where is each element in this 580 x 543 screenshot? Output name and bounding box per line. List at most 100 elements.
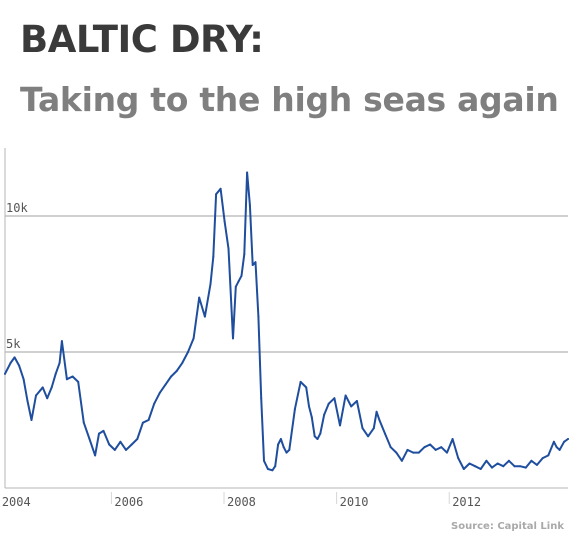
data-point xyxy=(536,463,538,466)
data-point xyxy=(361,427,364,430)
data-point xyxy=(60,340,63,343)
line-chart: 5k 10k 2004 2006 2008 2010 2012 xyxy=(2,148,569,509)
data-point xyxy=(446,451,448,454)
data-point xyxy=(215,193,218,196)
data-point xyxy=(344,394,347,397)
data-point xyxy=(327,402,330,405)
data-point xyxy=(308,405,310,408)
data-point xyxy=(254,261,257,264)
data-point xyxy=(384,432,386,435)
data-point xyxy=(555,446,558,449)
data-point xyxy=(567,438,569,440)
data-point xyxy=(412,451,415,454)
data-point xyxy=(26,400,29,402)
x-tick-label: 2008 xyxy=(227,495,256,509)
data-point xyxy=(98,432,100,435)
source-note: Source: Capital Link xyxy=(451,521,564,532)
data-point xyxy=(260,397,263,400)
data-point xyxy=(519,465,522,468)
data-point xyxy=(119,440,122,443)
data-point xyxy=(212,255,215,258)
data-point xyxy=(429,443,432,446)
data-point xyxy=(209,283,212,285)
x-tick-label: 2012 xyxy=(452,495,481,509)
data-point xyxy=(187,351,189,353)
data-point xyxy=(524,466,527,469)
data-point xyxy=(277,443,280,446)
data-point xyxy=(305,386,308,389)
data-point xyxy=(13,356,16,359)
data-point xyxy=(243,253,246,256)
data-point xyxy=(102,429,105,432)
data-point xyxy=(263,459,265,462)
data-point xyxy=(198,296,201,299)
data-point xyxy=(434,448,437,451)
data-point xyxy=(130,443,133,446)
data-point xyxy=(513,465,516,468)
data-point xyxy=(227,247,230,250)
chart-title: BALTIC DRY: xyxy=(20,18,264,61)
data-point xyxy=(65,378,68,381)
data-point xyxy=(82,421,85,424)
data-point xyxy=(257,315,260,318)
data-point xyxy=(54,372,57,375)
data-point xyxy=(479,468,482,470)
data-point xyxy=(485,459,488,462)
x-tick-label: 2006 xyxy=(114,495,143,509)
data-point xyxy=(246,171,249,174)
data-point xyxy=(462,468,465,470)
data-point xyxy=(333,397,336,400)
data-point xyxy=(274,465,277,468)
data-point xyxy=(323,413,326,416)
data-point xyxy=(248,204,251,207)
data-point xyxy=(141,421,144,424)
data-point xyxy=(58,361,61,364)
data-point xyxy=(232,337,234,340)
data-point xyxy=(237,280,240,283)
data-point xyxy=(271,469,274,472)
series xyxy=(4,171,569,472)
data-point xyxy=(316,438,319,440)
data-point xyxy=(71,375,74,378)
x-tick-label: 2004 xyxy=(2,495,31,509)
data-point xyxy=(339,424,341,427)
data-point xyxy=(175,370,178,372)
data-point xyxy=(108,443,111,446)
axes xyxy=(4,148,568,504)
data-point xyxy=(288,448,291,451)
data-point xyxy=(147,419,150,421)
data-point xyxy=(474,465,477,468)
data-point xyxy=(355,400,358,402)
chart-subtitle: Taking to the high seas again xyxy=(20,80,559,119)
data-point xyxy=(372,427,375,430)
x-tick-label: 2010 xyxy=(340,495,369,509)
data-point xyxy=(423,446,426,449)
data-point xyxy=(4,372,6,375)
data-point xyxy=(558,448,561,451)
data-point xyxy=(39,389,42,392)
data-point xyxy=(279,438,282,440)
data-point xyxy=(88,438,91,440)
data-point xyxy=(468,462,471,465)
data-point xyxy=(400,459,403,462)
data-point xyxy=(406,448,409,451)
data-point xyxy=(219,187,222,190)
data-point xyxy=(350,405,353,408)
y-tick-label: 5k xyxy=(6,337,21,351)
y-tick-label: 10k xyxy=(6,201,28,215)
data-point xyxy=(491,466,493,469)
data-point xyxy=(496,462,499,465)
data-point xyxy=(181,361,184,364)
data-point xyxy=(113,448,116,451)
data-point xyxy=(22,378,25,381)
data-point xyxy=(507,459,510,462)
series-line xyxy=(4,171,569,472)
data-point xyxy=(158,391,161,394)
data-point xyxy=(203,315,206,318)
data-point xyxy=(94,454,97,457)
data-point xyxy=(153,402,156,405)
data-point xyxy=(440,446,443,449)
data-point xyxy=(46,397,49,400)
data-point xyxy=(170,375,173,378)
data-point xyxy=(389,446,392,449)
